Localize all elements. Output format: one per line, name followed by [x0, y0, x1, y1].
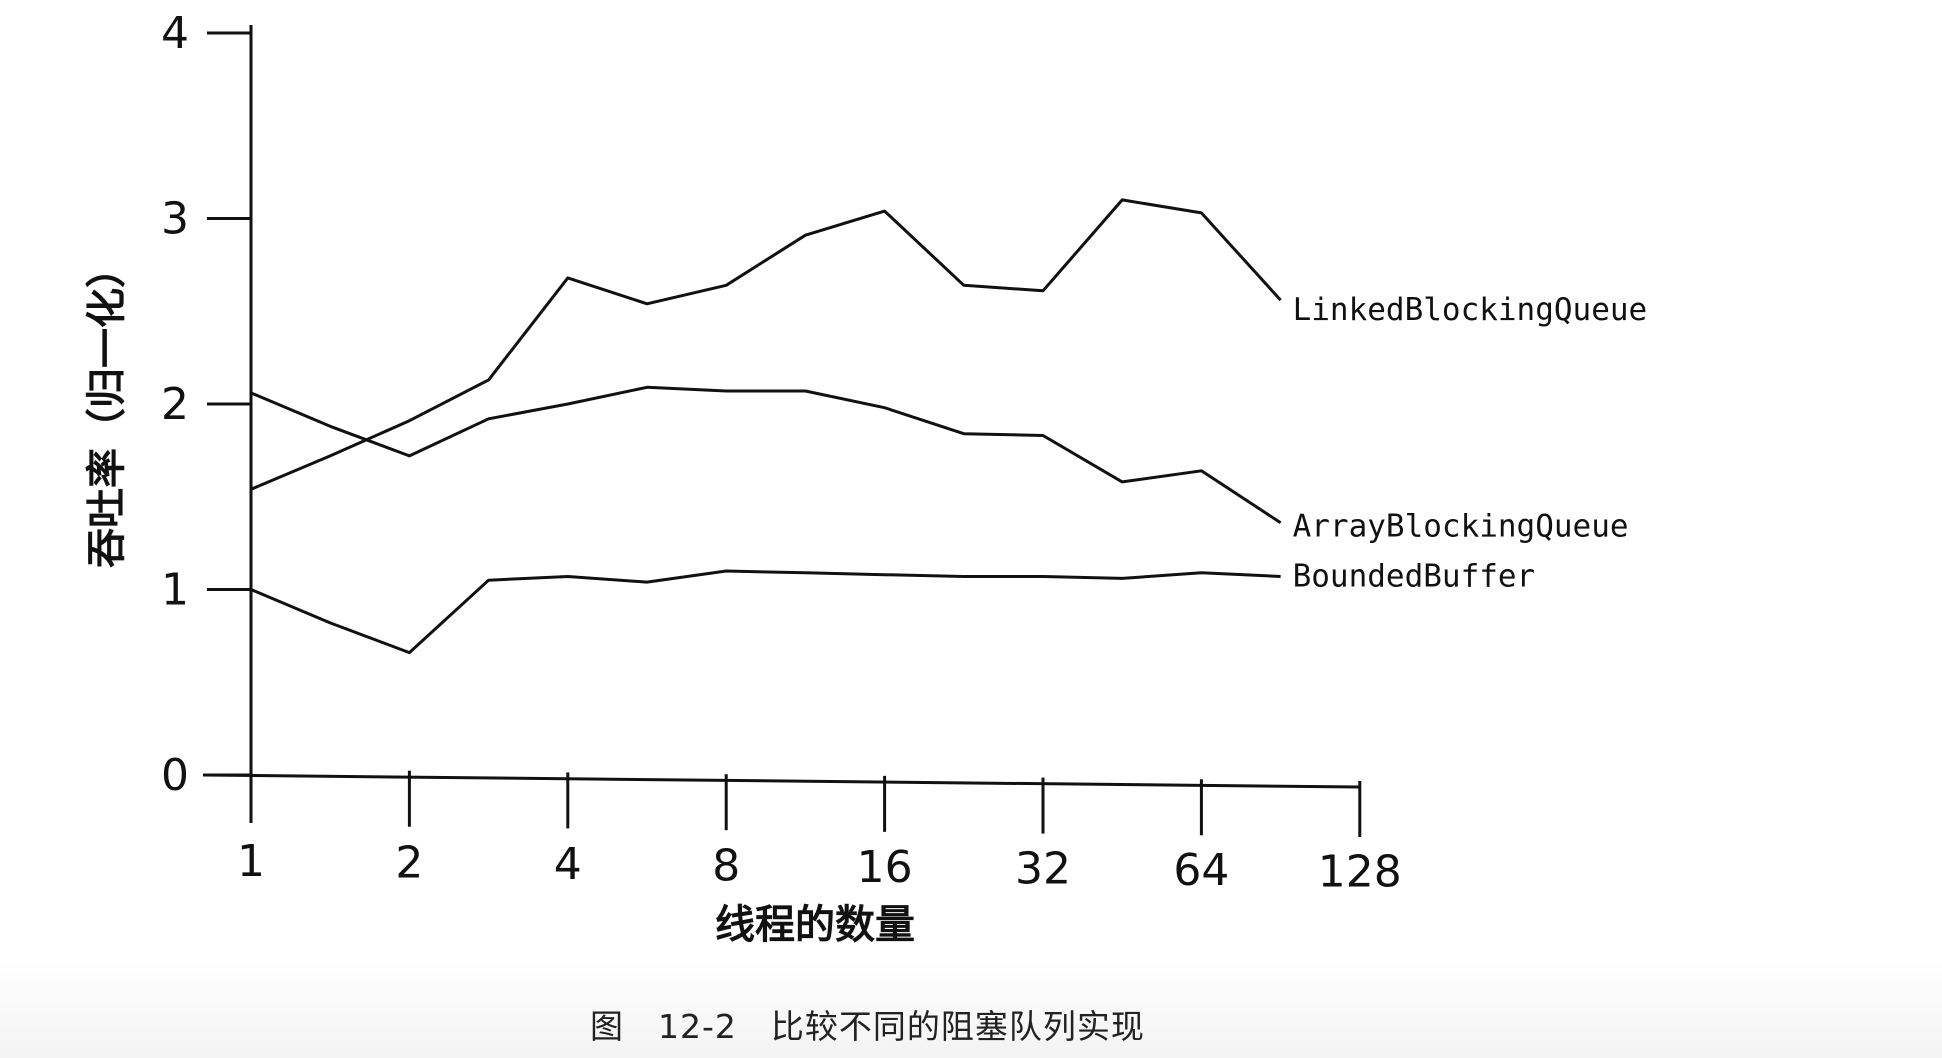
- series-line: [250, 198, 1282, 491]
- chart-figure: 0 1 2 3 4 1 2 4 8 16 32 64 128 LinkedBlockingQueue Ar…: [84, 8, 1648, 948]
- y-tick-label: 4: [161, 8, 189, 59]
- x-tick-label: 16: [857, 842, 913, 893]
- figure-caption-text: 图 12-2 比较不同的阻塞队列实现: [590, 1007, 1145, 1046]
- x-tick-label: 64: [1173, 845, 1229, 896]
- x-axis-line: [202, 773, 1360, 789]
- x-tick-label: 8: [712, 841, 740, 892]
- series-label: ArrayBlockingQueue: [1293, 509, 1629, 545]
- x-tick-label: 128: [1318, 847, 1402, 898]
- y-tick-label: 1: [161, 565, 189, 616]
- x-axis-title: 线程的数量: [715, 902, 915, 948]
- series-label: LinkedBlockingQueue: [1293, 292, 1648, 328]
- y-tick-label: 2: [161, 379, 189, 430]
- y-axis-title: 吞吐率（归一化）: [84, 248, 130, 568]
- chart-axes: [202, 25, 1360, 823]
- chart-series: [250, 198, 1282, 655]
- series-label: BoundedBuffer: [1293, 559, 1536, 595]
- chart-labels: LinkedBlockingQueue ArrayBlockingQueue Bou…: [1293, 292, 1648, 594]
- x-tick-label: 4: [554, 839, 582, 890]
- x-tick-label: 32: [1015, 844, 1071, 895]
- y-tick-label: 3: [161, 194, 189, 245]
- caption-bar: [0, 960, 1942, 1058]
- x-tick-label: 2: [395, 838, 423, 889]
- series-line: [250, 385, 1282, 524]
- series-line: [250, 569, 1281, 655]
- y-tick-label: 0: [161, 750, 189, 801]
- x-tick-label: 1: [237, 836, 265, 887]
